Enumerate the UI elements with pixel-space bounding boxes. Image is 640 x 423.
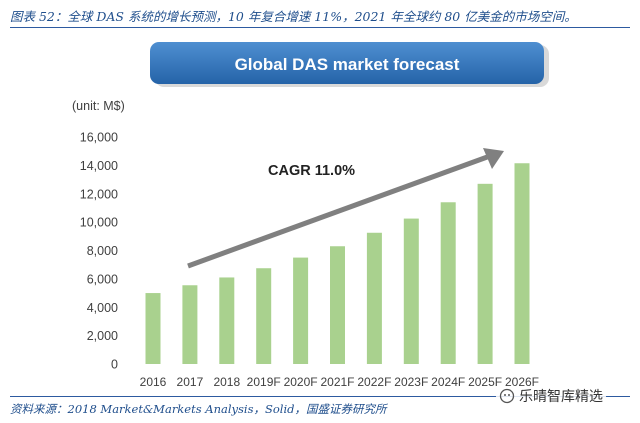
x-tick-label: 2022F: [357, 375, 391, 389]
chart-title-banner: Global DAS market forecast: [150, 42, 549, 87]
watermark-text: 乐晴智库精选: [519, 389, 603, 405]
x-tick-label: 2024F: [431, 375, 465, 389]
bar-2016: [145, 293, 161, 364]
bar-2020f: [293, 257, 309, 364]
y-tick-label: 8,000: [87, 244, 118, 258]
bar-2025f: [477, 183, 493, 364]
bar-2026f: [514, 163, 530, 364]
y-tick-label: 4,000: [87, 301, 118, 315]
y-tick-label: 16,000: [80, 131, 118, 145]
x-tick-label: 2023F: [394, 375, 428, 389]
bar-2018: [219, 277, 235, 364]
x-tick-label: 2016: [140, 375, 167, 389]
top-divider: [10, 27, 630, 28]
bottom-divider: [10, 396, 630, 397]
x-tick-label: 2025F: [468, 375, 502, 389]
x-tick-label: 2018: [213, 375, 240, 389]
y-tick-label: 10,000: [80, 216, 118, 230]
bar-2022f: [366, 232, 382, 364]
y-tick-label: 14,000: [80, 159, 118, 173]
figure-caption: 图表 52：全球 DAS 系统的增长预测，10 年复合增速 11%，2021 年…: [10, 9, 577, 24]
x-tick-label: 2017: [177, 375, 204, 389]
bar-2023f: [403, 218, 419, 364]
y-tick-label: 6,000: [87, 272, 118, 286]
y-tick-label: 12,000: [80, 187, 118, 201]
chart-title: Global DAS market forecast: [235, 55, 460, 74]
cagr-annotation: CAGR 11.0%: [268, 163, 355, 179]
x-tick-label: 2019F: [247, 375, 281, 389]
cagr-trend-arrow: [187, 148, 504, 269]
bar-2024f: [440, 202, 456, 364]
watermark: 乐晴智库精选: [496, 386, 606, 406]
bar-2019f: [256, 268, 272, 364]
bar-2021f: [330, 246, 345, 364]
y-tick-label: 0: [111, 358, 118, 372]
unit-label: (unit: M$): [72, 99, 125, 113]
x-tick-label: 2026F: [505, 375, 539, 389]
y-tick-label: 2,000: [87, 329, 118, 343]
x-tick-label: 2021F: [320, 375, 354, 389]
wechat-icon: [499, 388, 515, 404]
source-note: 资料来源：2018 Market&Markets Analysis，Solid，…: [10, 402, 387, 416]
x-tick-label: 2020F: [284, 375, 318, 389]
bar-2017: [182, 285, 198, 364]
